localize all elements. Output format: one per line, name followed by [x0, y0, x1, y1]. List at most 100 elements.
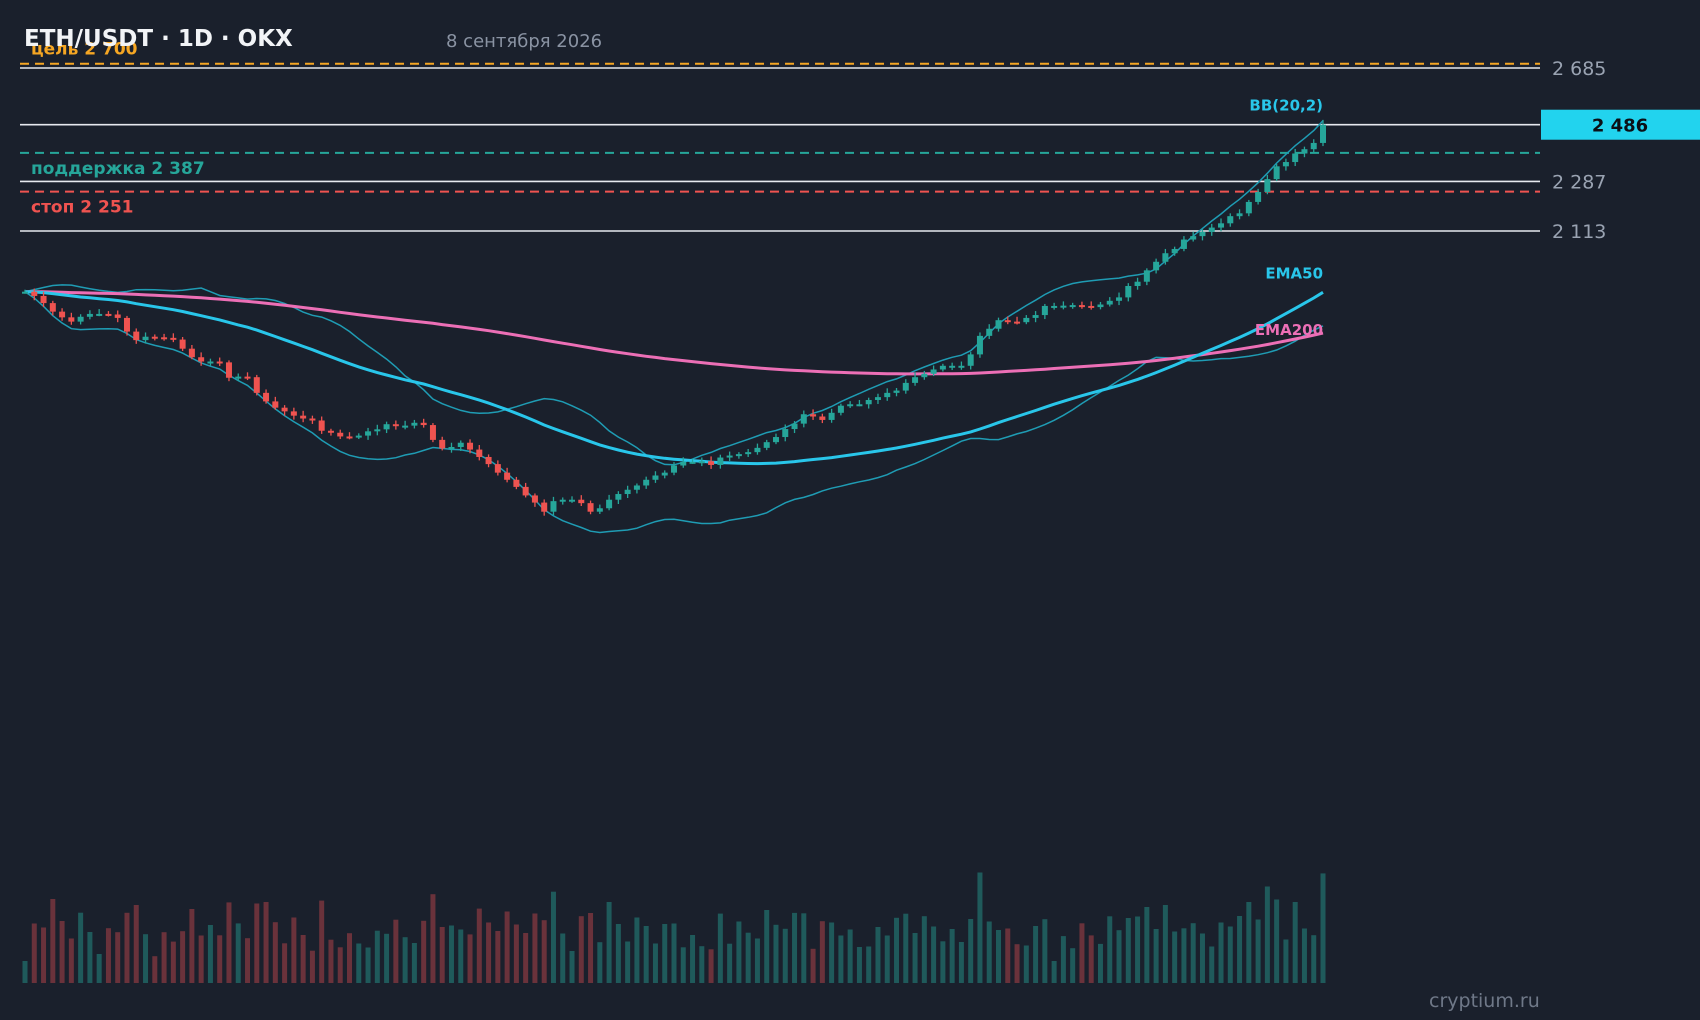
volume-bar — [31, 923, 37, 983]
candle-body — [735, 454, 742, 457]
volume-bar — [1144, 907, 1150, 983]
volume-bar — [309, 950, 315, 983]
volume-bar — [504, 911, 510, 983]
candle-body — [531, 495, 538, 503]
candle-body — [49, 303, 56, 312]
volume-bar — [754, 938, 760, 983]
volume-bar — [1283, 939, 1289, 983]
candle-body — [958, 365, 965, 368]
volume-bar — [430, 894, 436, 983]
volume-bar — [921, 916, 927, 983]
candle-body — [1032, 315, 1039, 318]
volume-bar — [1014, 944, 1020, 983]
current-price-badge-bg — [1541, 109, 1700, 140]
candle-body — [689, 461, 696, 464]
volume-bar — [671, 923, 677, 983]
candle-body — [1162, 253, 1169, 262]
volume-bar — [124, 912, 130, 983]
volume-bar — [467, 934, 473, 983]
volume-bar — [347, 933, 352, 983]
volume-bar — [662, 924, 668, 983]
candle-body — [263, 392, 270, 402]
volume-bar — [68, 938, 74, 983]
stop-label: стоп 2 251 — [31, 198, 134, 218]
candle-body — [96, 313, 103, 316]
candle-body — [346, 436, 353, 439]
volume-bar — [22, 961, 28, 983]
volume-bar — [810, 948, 816, 983]
volume-bar — [1153, 929, 1159, 983]
candle-body — [986, 328, 993, 336]
candle-body — [68, 317, 75, 322]
candle-body — [1218, 223, 1225, 228]
volume-bar — [393, 919, 399, 983]
candle-body — [1153, 261, 1160, 271]
volume-bar — [690, 935, 696, 983]
volume-bar — [1042, 919, 1048, 983]
volume-bar — [1033, 926, 1039, 983]
ema200-label: EMA200 — [1255, 321, 1323, 339]
volume-bar — [986, 921, 992, 983]
candle-body — [828, 412, 835, 420]
volume-bar — [226, 902, 232, 983]
volume-bar — [532, 913, 538, 983]
candle-body — [587, 503, 594, 512]
volume-bar — [1218, 922, 1224, 983]
candle-body — [142, 336, 149, 341]
candle-body — [1227, 216, 1234, 224]
bollinger-lower-band — [24, 291, 1324, 534]
candle-body — [745, 452, 752, 455]
volume-bar — [115, 932, 121, 983]
candle-body — [476, 449, 483, 457]
candle-body — [485, 456, 492, 465]
candle-body — [235, 376, 242, 379]
candle-body — [22, 291, 28, 294]
candle-body — [1245, 201, 1252, 214]
candle-body — [865, 399, 872, 405]
candle-body — [1273, 166, 1280, 180]
volume-bar — [1023, 945, 1029, 983]
volume-bar — [1125, 918, 1131, 983]
candle-body — [429, 425, 436, 440]
candle-body — [207, 361, 214, 364]
candle-body — [1320, 124, 1326, 143]
candle-body — [615, 494, 622, 500]
volume-bar — [782, 928, 788, 983]
candle-body — [1282, 162, 1289, 167]
candle-body — [912, 377, 919, 383]
candle-body — [819, 416, 826, 420]
candle-body — [188, 348, 195, 358]
candle-body — [253, 377, 260, 393]
candle-body — [355, 435, 362, 438]
price-level-label: 2 685 — [1552, 58, 1606, 80]
volume-bar — [569, 951, 575, 983]
volume-bar — [523, 933, 529, 983]
volume-bar — [717, 913, 723, 983]
volume-bar — [282, 943, 288, 983]
candle-body — [337, 432, 344, 437]
candle-body — [1171, 248, 1178, 254]
candle-body — [596, 508, 603, 512]
candle-body — [439, 439, 446, 449]
volume-bar — [819, 921, 825, 983]
volume-bar — [1005, 928, 1011, 983]
candle-body — [420, 422, 427, 426]
volume-bar — [59, 921, 65, 983]
current-price-label: 2 486 — [1592, 116, 1648, 137]
current-price-badge: 2 486 — [1541, 109, 1700, 140]
volume-bar — [866, 946, 872, 983]
candle-body — [309, 418, 316, 421]
watermark: cryptium.ru — [1429, 990, 1540, 1012]
candle-body — [1088, 305, 1095, 308]
price-levels: 2 685 2 287 2 113 — [20, 58, 1606, 243]
volume-bar — [1051, 961, 1057, 983]
volume-bar — [578, 916, 584, 983]
chart-title: ETH/USDT · 1D · OKX — [24, 26, 293, 52]
candle-body — [837, 405, 844, 413]
volume-bar — [411, 943, 417, 983]
candle-body — [31, 291, 38, 296]
volume-bar — [680, 947, 686, 983]
candle-body — [244, 376, 251, 379]
volume-bar — [319, 900, 325, 983]
